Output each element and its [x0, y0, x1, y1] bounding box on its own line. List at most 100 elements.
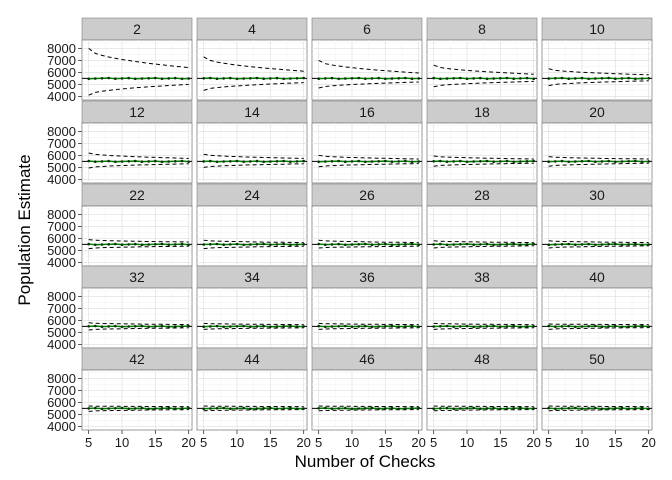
estimate-point	[512, 324, 515, 328]
estimate-point	[499, 325, 502, 329]
estimate-point	[242, 243, 245, 247]
estimate-point	[147, 243, 150, 246]
estimate-point	[187, 77, 190, 80]
estimate-point	[445, 77, 449, 80]
facet-plot-area	[81, 205, 193, 267]
facet-panel-18: 18	[426, 100, 538, 184]
y-tick-label: 5000	[47, 325, 76, 340]
estimate-points	[87, 406, 190, 411]
estimate-point	[600, 160, 604, 163]
facet-plot-area	[426, 369, 538, 431]
estimate-point	[417, 77, 421, 80]
lower-interval-line	[318, 327, 419, 330]
estimate-point	[364, 77, 367, 80]
estimate-point	[324, 243, 327, 246]
estimate-points	[317, 76, 421, 81]
estimate-point	[384, 77, 387, 81]
estimate-point	[479, 243, 482, 246]
facet-plot-area	[311, 369, 423, 431]
y-axis-ticks: 4000500060007000800040005000600070008000…	[47, 41, 82, 434]
upper-interval-line	[88, 405, 189, 408]
estimate-point	[574, 406, 577, 410]
estimate-point	[580, 76, 584, 80]
estimate-point	[350, 160, 354, 163]
estimate-point	[574, 77, 577, 80]
estimate-points	[317, 406, 421, 411]
upper-interval-line	[203, 239, 304, 244]
estimate-point	[594, 324, 597, 328]
estimate-point	[390, 160, 394, 163]
estimate-point	[255, 325, 259, 328]
estimate-point	[100, 407, 104, 411]
estimate-point	[215, 324, 219, 328]
y-tick-label: 6000	[47, 65, 76, 80]
estimate-point	[275, 243, 279, 246]
estimate-point	[404, 159, 407, 163]
facet-panel-32: 32	[81, 265, 193, 349]
estimate-point	[87, 242, 90, 246]
estimate-point	[114, 242, 117, 246]
x-tick-label: 5	[200, 435, 207, 450]
estimate-point	[330, 76, 334, 80]
facet-strip-label: 46	[359, 351, 375, 367]
estimate-point	[384, 242, 387, 246]
estimate-point	[324, 406, 327, 410]
estimate-point	[525, 160, 529, 163]
facet-strip-label: 50	[589, 351, 605, 367]
estimate-point	[114, 324, 117, 328]
upper-interval-line	[433, 240, 534, 244]
estimate-point	[154, 243, 157, 246]
y-tick-label: 5000	[47, 407, 76, 422]
y-tick-label: 6000	[47, 231, 76, 246]
estimate-point	[574, 243, 577, 246]
estimate-point	[499, 160, 502, 163]
facet-plot-area	[541, 369, 653, 431]
estimate-point	[222, 160, 225, 163]
estimate-point	[479, 325, 482, 328]
estimate-point	[235, 159, 239, 163]
estimate-point	[350, 243, 354, 246]
estimate-point	[94, 406, 97, 410]
upper-interval-line	[88, 322, 189, 326]
lower-interval-line	[433, 162, 534, 167]
estimate-point	[114, 160, 117, 164]
y-tick-label: 7000	[47, 136, 76, 151]
estimate-point	[295, 77, 299, 80]
estimate-point	[519, 243, 522, 246]
estimate-point	[384, 325, 387, 328]
upper-interval-line	[548, 240, 649, 244]
estimate-point	[567, 77, 570, 80]
estimate-point	[160, 407, 164, 410]
estimate-point	[377, 160, 381, 163]
upper-interval-line	[548, 405, 649, 408]
estimate-point	[397, 77, 401, 80]
estimate-point	[127, 325, 130, 328]
lower-interval-line	[318, 81, 419, 89]
facet-plot-area	[196, 287, 308, 349]
estimate-point	[560, 407, 564, 410]
estimate-point	[574, 160, 577, 163]
estimate-point	[485, 77, 489, 81]
estimate-point	[397, 160, 401, 163]
estimate-points	[317, 242, 421, 247]
gridlines	[312, 40, 422, 100]
upper-interval-line	[203, 405, 304, 408]
estimate-point	[275, 160, 279, 163]
estimate-point	[229, 160, 232, 163]
facet-panel-6: 6	[311, 17, 423, 101]
estimate-point	[580, 243, 584, 246]
facet-strip-label: 32	[129, 269, 145, 285]
estimate-point	[594, 243, 597, 247]
estimate-point	[485, 242, 489, 246]
estimate-line	[548, 407, 649, 410]
estimate-point	[167, 77, 170, 80]
estimate-point	[209, 159, 212, 163]
estimate-point	[282, 242, 286, 246]
gridlines	[197, 123, 307, 183]
estimate-line	[88, 407, 189, 410]
estimate-point	[215, 407, 219, 410]
facet-plot-area	[311, 39, 423, 101]
estimate-point	[174, 76, 177, 80]
estimate-point	[519, 325, 522, 329]
